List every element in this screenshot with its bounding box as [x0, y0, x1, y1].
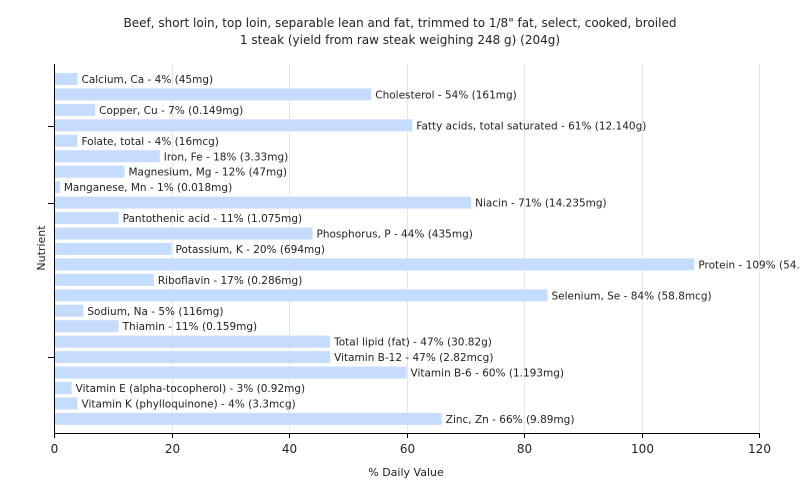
bar: [54, 397, 78, 410]
x-tick-label: 40: [282, 442, 297, 456]
x-tick-label: 80: [517, 442, 532, 456]
bar-label: Zinc, Zn - 66% (9.89mg): [446, 414, 575, 426]
bar-label: Potassium, K - 20% (694mg): [176, 244, 326, 256]
y-axis-label: Nutrient: [35, 225, 48, 271]
x-tick-label: 120: [748, 442, 771, 456]
bar-label: Phosphorus, P - 44% (435mg): [317, 229, 473, 241]
bar-label: Vitamin K (phylloquinone) - 4% (3.3mcg): [82, 398, 296, 410]
bar-label: Copper, Cu - 7% (0.149mg): [99, 105, 243, 117]
bar: [54, 196, 472, 209]
bar: [54, 165, 125, 178]
bar: [54, 73, 78, 85]
bar-label: Manganese, Mn - 1% (0.018mg): [64, 182, 232, 194]
bar: [54, 320, 119, 333]
x-tick-label: 0: [51, 442, 59, 456]
bar: [54, 150, 160, 163]
bar: [54, 258, 695, 271]
bar: [54, 88, 372, 101]
bar-label: Cholesterol - 54% (161mg): [375, 89, 517, 101]
bar: [54, 181, 60, 194]
bar-label: Riboflavin - 17% (0.286mg): [158, 275, 302, 287]
bar-label: Vitamin B-6 - 60% (1.193mg): [411, 368, 565, 380]
x-tick-label: 100: [631, 442, 654, 456]
bar: [54, 289, 548, 302]
bar: [54, 412, 442, 425]
bar-label: Selenium, Se - 84% (58.8mcg): [552, 290, 712, 302]
bar: [54, 273, 154, 286]
bar-labels: Calcium, Ca - 4% (45mg) Cholesterol - 54%…: [64, 74, 800, 426]
bar-label: Folate, total - 4% (16mcg): [82, 136, 219, 148]
bar: [54, 366, 407, 379]
bar: [54, 212, 119, 225]
bar-label: Sodium, Na - 5% (116mg): [87, 306, 223, 318]
bar: [54, 242, 172, 255]
bar-label: Total lipid (fat) - 47% (30.82g): [333, 337, 492, 349]
bar-label: Protein - 109% (54.51g): [698, 259, 800, 271]
bar-label: Pantothenic acid - 11% (1.075mg): [123, 213, 302, 225]
bar: [54, 351, 331, 364]
bar-label: Fatty acids, total saturated - 61% (12.1…: [416, 120, 646, 132]
bar-label: Vitamin E (alpha-tocopherol) - 3% (0.92m…: [76, 383, 306, 395]
bar-label: Thiamin - 11% (0.159mg): [122, 321, 258, 333]
bar: [54, 134, 78, 147]
bar: [54, 382, 72, 394]
bar: [54, 304, 84, 317]
bar: [54, 227, 313, 240]
bar-label: Magnesium, Mg - 12% (47mg): [129, 167, 288, 179]
bar: [54, 119, 413, 132]
bar: [54, 335, 331, 348]
bar: [54, 103, 96, 116]
x-tick-label: 20: [165, 442, 180, 456]
chart-subtitle: 1 steak (yield from raw steak weighing 2…: [240, 33, 560, 47]
axes: 0 20 40 60 80 100 120: [48, 64, 771, 456]
bar-label: Niacin - 71% (14.235mg): [475, 198, 607, 210]
bar-label: Vitamin B-12 - 47% (2.82mcg): [334, 352, 493, 364]
x-tick-label: 60: [400, 442, 415, 456]
x-axis-label: % Daily Value: [368, 466, 444, 479]
bars: [54, 73, 695, 425]
bar-label: Iron, Fe - 18% (3.33mg): [164, 151, 288, 163]
chart-title: Beef, short loin, top loin, separable le…: [124, 16, 677, 30]
bar-label: Calcium, Ca - 4% (45mg): [82, 74, 214, 86]
